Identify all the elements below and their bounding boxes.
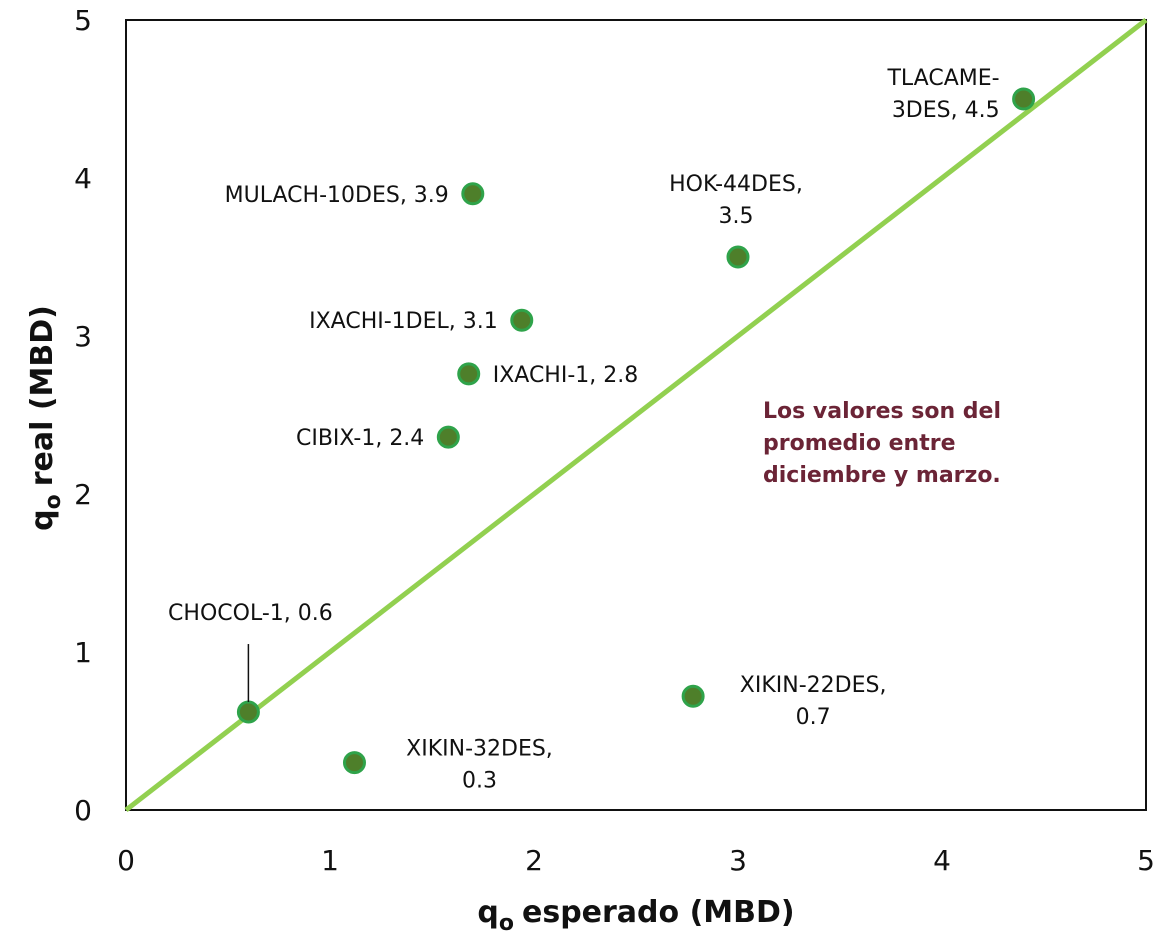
data-label: IXACHI-1DEL, 3.1 [309,309,498,334]
data-point [342,751,366,775]
x-axis-label: esperado (MBD) [522,895,795,930]
y-tick-label: 2 [74,478,92,511]
data-label: CIBIX-1, 2.4 [296,426,424,451]
y-axis-subscript: o [41,494,66,509]
data-label: 0.3 [462,769,497,794]
x-tick-label: 2 [525,844,543,877]
x-axis-subscript: o [499,911,514,935]
x-tick-label: 5 [1137,844,1155,877]
annotation-line: promedio entre [763,431,956,456]
data-point [726,245,750,269]
data-label: XIKIN-32DES, [406,737,553,762]
y-axis-label: real (MBD) [25,305,60,486]
data-label: XIKIN-22DES, [740,673,887,698]
data-point [436,425,460,449]
data-point [236,700,260,724]
y-tick-label: 1 [74,636,92,669]
data-label: 0.7 [796,705,831,730]
x-tick-label: 4 [933,844,951,877]
data-point [457,362,481,386]
annotation-line: Los valores son del [763,399,1001,424]
data-label: MULACH-10DES, 3.9 [225,183,449,208]
chart-annotation: Los valores son del promedio entre diciemb… [763,399,1001,488]
data-point [1012,87,1036,111]
y-axis-symbol: q [25,509,60,530]
data-label: 3DES, 4.5 [892,98,1000,123]
y-tick-label: 4 [74,162,92,195]
x-tick-label: 1 [321,844,339,877]
y-tick-label: 5 [74,4,92,37]
data-point [510,308,534,332]
x-tick-label: 3 [729,844,747,877]
data-label: TLACAME- [886,66,999,91]
data-label: IXACHI-1, 2.8 [493,363,639,388]
y-tick-label: 3 [74,320,92,353]
data-point [681,684,705,708]
data-label: CHOCOL-1, 0.6 [168,601,333,626]
data-point [461,182,485,206]
y-tick-label: 0 [74,794,92,827]
data-label: 3.5 [719,204,754,229]
reference-line [124,18,1148,812]
y-axis-title: qo real (MBD) [25,305,66,531]
plot-area-frame [125,19,1147,811]
x-tick-label: 0 [117,844,135,877]
annotation-line: diciembre y marzo. [763,463,1001,488]
x-axis-title: qo esperado (MBD) [477,895,794,935]
x-axis-symbol: q [477,895,498,930]
data-label: HOK-44DES, [669,172,803,197]
